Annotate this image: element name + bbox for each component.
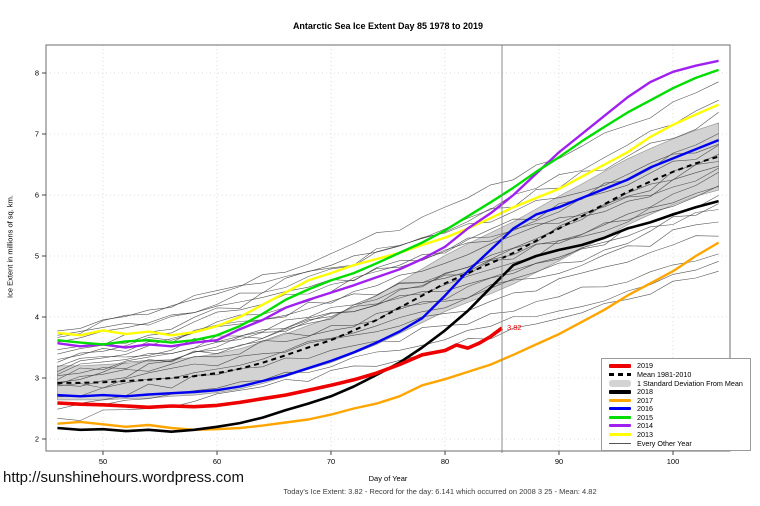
- every-other-year-line: [57, 253, 719, 404]
- every-other-year-line: [57, 81, 719, 338]
- legend-swatch-thick-icon: [609, 363, 631, 368]
- legend-item-1-standard-deviation-from-mean: 1 Standard Deviation From Mean: [609, 379, 750, 388]
- legend-label: 2017: [637, 395, 653, 405]
- series-2019: [57, 326, 504, 410]
- series-2014: [57, 59, 719, 349]
- x-tick-label: 80: [441, 457, 449, 466]
- footer-url: http://sunshinehours.wordpress.com: [3, 469, 244, 486]
- x-tick-label: 90: [555, 457, 563, 466]
- y-tick-label: 7: [35, 129, 39, 138]
- every-other-year-line: [57, 111, 719, 343]
- y-tick-label: 4: [35, 312, 39, 321]
- stats-caption: Today's Ice Extent: 3.82 - Record for th…: [283, 487, 597, 496]
- current-value-label: 3.82: [507, 323, 522, 332]
- series-2017: [57, 241, 720, 431]
- legend-swatch-thin-icon: [609, 442, 631, 444]
- legend: 2019 Mean 1981-2010 1 Standard Deviation F…: [601, 358, 751, 451]
- legend-label: Every Other Year: [637, 438, 692, 448]
- legend-label: 2016: [637, 404, 653, 414]
- legend-swatch-line-icon: [609, 433, 631, 437]
- legend-label: Mean 1981-2010: [637, 369, 692, 379]
- x-tick-label: 60: [213, 457, 221, 466]
- series-mean-1981-2010: [57, 155, 719, 384]
- every-other-year-line: [57, 195, 719, 386]
- every-other-year-line: [57, 144, 719, 350]
- legend-item-2017: 2017: [609, 396, 750, 405]
- legend-swatch-thick-icon: [609, 389, 631, 394]
- legend-swatch-dashed-icon: [609, 372, 631, 376]
- x-tick-label: 50: [99, 457, 107, 466]
- every-other-year-line: [57, 165, 719, 380]
- legend-item-2018: 2018: [609, 387, 750, 396]
- every-other-year-line: [57, 143, 719, 332]
- every-other-year-line: [57, 171, 719, 383]
- legend-swatch-line-icon: [609, 407, 631, 411]
- every-other-year-line: [57, 167, 719, 336]
- legend-item-2013: 2013: [609, 430, 750, 439]
- legend-item-2015: 2015: [609, 413, 750, 422]
- legend-swatch-line-icon: [609, 424, 631, 428]
- every-other-year-line: [57, 186, 719, 375]
- every-other-year-line: [57, 235, 719, 389]
- every-other-year-line: [57, 261, 719, 410]
- series-2013: [57, 103, 720, 337]
- legend-label: 2019: [637, 361, 653, 371]
- every-other-year-line: [57, 99, 719, 355]
- chart-title: Antarctic Sea Ice Extent Day 85 1978 to …: [292, 21, 484, 31]
- legend-label: 2013: [637, 430, 653, 440]
- legend-label: 1 Standard Deviation From Mean: [637, 378, 743, 388]
- legend-item-2019: 2019: [609, 361, 750, 371]
- plot-border: [45, 44, 731, 452]
- series-2016: [57, 138, 720, 398]
- legend-label: 2018: [637, 387, 653, 397]
- legend-label: 2014: [637, 421, 653, 431]
- x-tick-label: 100: [667, 457, 680, 466]
- legend-swatch-line-icon: [609, 415, 631, 419]
- y-tick-label: 5: [35, 251, 39, 260]
- legend-item-2014: 2014: [609, 421, 750, 431]
- legend-label: 2015: [637, 412, 653, 422]
- legend-swatch-line-icon: [609, 398, 631, 402]
- every-other-year-line: [57, 161, 719, 372]
- legend-item-every-other-year: Every Other Year: [609, 439, 750, 448]
- every-other-year-line: [57, 209, 719, 368]
- legend-swatch-band-icon: [609, 379, 631, 387]
- legend-item-2016: 2016: [609, 404, 750, 414]
- y-axis-title: Ice Extent in millions of sq. km.: [5, 195, 15, 298]
- series-2015: [57, 68, 719, 346]
- x-tick-label: 70: [327, 457, 335, 466]
- y-tick-label: 3: [35, 373, 39, 382]
- y-tick-label: 6: [35, 190, 39, 199]
- y-tick-label: 8: [35, 68, 39, 77]
- std-dev-band: [57, 122, 719, 401]
- y-tick-label: 2: [35, 434, 39, 443]
- legend-item-mean-1981-2010: Mean 1981-2010: [609, 370, 750, 379]
- x-axis-title: Day of Year: [368, 474, 408, 483]
